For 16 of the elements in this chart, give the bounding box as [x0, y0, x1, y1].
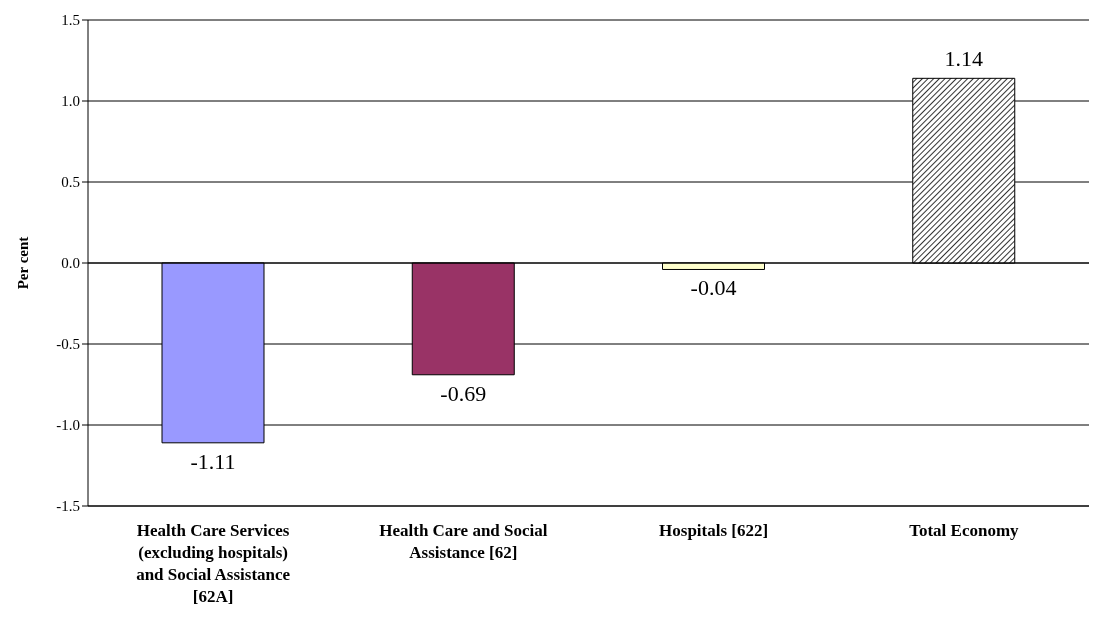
y-tick-label: 0.0: [61, 255, 80, 272]
y-tick-label: -1.5: [56, 498, 80, 515]
y-tick-label: -1.0: [56, 417, 80, 434]
y-tick-label: -0.5: [56, 336, 80, 353]
data-label: 1.14: [944, 46, 983, 72]
y-tick-label: 0.5: [61, 174, 80, 191]
y-tick-label: 1.0: [61, 93, 80, 110]
data-label: -1.11: [190, 448, 236, 474]
data-label: -0.04: [690, 275, 737, 301]
x-tick-label: Hospitals [622]: [659, 521, 769, 540]
x-tick-label: Total Economy: [909, 521, 1020, 540]
x-tick-label: Health Care and Social Assistance [62]: [379, 521, 548, 562]
x-tick-label: Health Care Services (excluding hospitals) and Social Assistance [62A]: [136, 521, 291, 606]
y-axis-title: Per cent: [15, 236, 32, 290]
data-label: -0.69: [440, 380, 487, 406]
y-tick-label: 1.5: [61, 12, 80, 29]
